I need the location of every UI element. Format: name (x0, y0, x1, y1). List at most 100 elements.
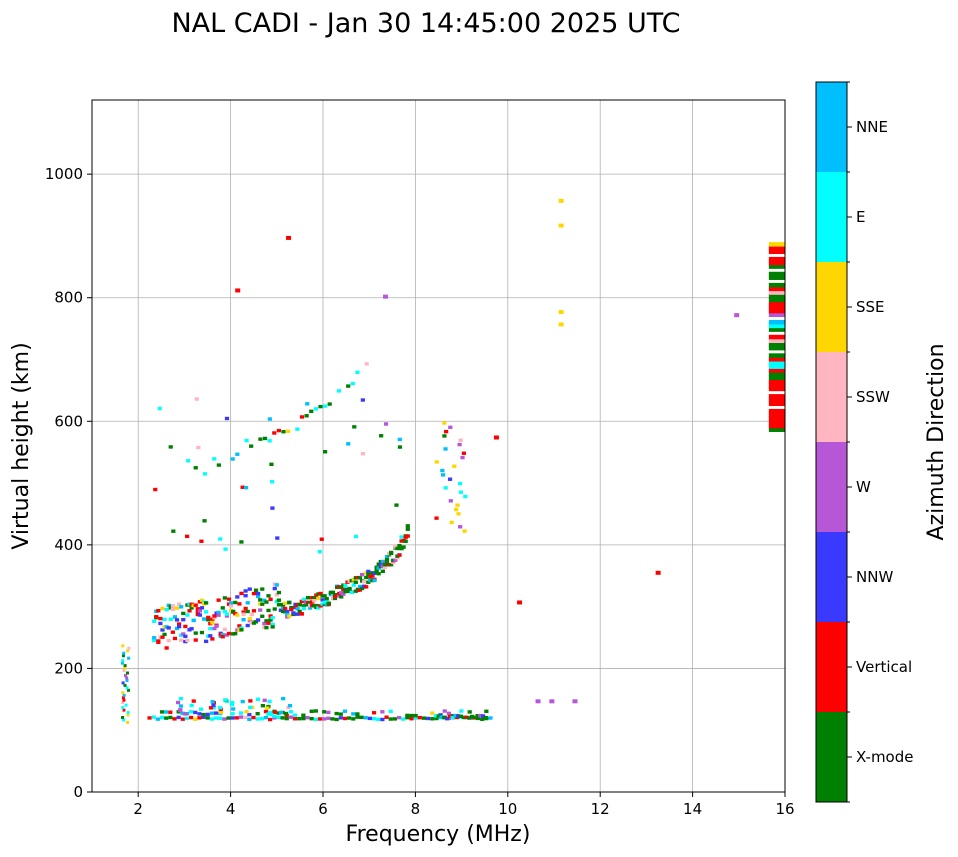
echo-point (355, 370, 360, 375)
echo-point (164, 646, 169, 650)
echo-point (245, 623, 250, 628)
echo-point (448, 425, 453, 430)
y-tick-label: 1000 (45, 165, 83, 183)
echo-point (245, 601, 250, 605)
echo-point (268, 618, 273, 622)
echo-point (301, 716, 306, 721)
echo-point (334, 711, 339, 716)
echo-point (241, 612, 246, 616)
echo-point (199, 630, 205, 635)
echo-point (202, 519, 207, 523)
echo-point (262, 436, 268, 441)
echo-point (152, 636, 157, 640)
echo-point (152, 619, 157, 623)
colorbar-tick-label: E (856, 208, 865, 226)
echo-point (281, 430, 286, 434)
echo-point (283, 711, 289, 716)
echo-point (309, 716, 314, 721)
echo-point (156, 639, 161, 643)
echo-point (357, 584, 363, 589)
echo-point (260, 587, 265, 591)
echo-point (122, 651, 126, 655)
echo-point (768, 371, 785, 377)
grid (92, 100, 785, 792)
echo-point (384, 557, 390, 562)
echo-point (316, 596, 321, 601)
echo-point (272, 714, 277, 718)
echo-point (287, 703, 293, 708)
echo-point (458, 525, 463, 529)
echo-point (447, 714, 452, 719)
echo-point (481, 714, 486, 718)
echo-point (768, 256, 785, 262)
echo-point (247, 717, 252, 722)
echo-point (253, 588, 259, 593)
colorbar-segment (816, 352, 847, 442)
echo-point (295, 612, 300, 616)
echo-point (405, 713, 410, 718)
echo-point (126, 713, 130, 717)
echo-point (330, 717, 335, 721)
echo-point (206, 618, 211, 622)
echo-point (355, 715, 360, 719)
echo-point (183, 712, 188, 716)
echo-point (444, 716, 450, 721)
echo-point (338, 716, 343, 720)
echo-point (768, 249, 785, 255)
echo-point (459, 709, 464, 713)
echo-point (249, 612, 254, 617)
echo-point (456, 512, 461, 516)
colorbar-tick-label: W (856, 478, 871, 496)
echo-point (305, 402, 310, 406)
echo-point (305, 596, 311, 600)
echo-point (347, 716, 352, 720)
echo-point (768, 427, 785, 432)
echo-point (209, 711, 215, 715)
echo-point (256, 594, 261, 599)
echo-point (442, 709, 447, 713)
echo-point (186, 459, 191, 463)
echo-point (168, 617, 173, 621)
echo-point (184, 534, 190, 539)
echo-point (193, 603, 198, 607)
y-tick-label: 400 (54, 536, 83, 554)
echo-point (382, 563, 388, 567)
echo-point (121, 701, 125, 705)
echo-point (353, 580, 358, 584)
echo-point (211, 706, 216, 710)
echo-point (393, 558, 398, 562)
echo-point (201, 617, 207, 621)
echo-point (122, 698, 126, 702)
echo-point (166, 626, 171, 630)
echo-point (127, 656, 131, 660)
echo-point (267, 417, 272, 421)
echo-point (241, 618, 246, 622)
echo-point (185, 638, 190, 643)
echo-point (413, 716, 418, 720)
echo-point (255, 697, 261, 701)
echo-point (223, 698, 228, 702)
echo-point (288, 710, 294, 714)
echo-point (768, 260, 785, 266)
echo-point (374, 570, 379, 574)
echo-point (194, 397, 199, 401)
echo-point (455, 503, 460, 507)
echo-point (413, 713, 418, 718)
echo-point (266, 608, 271, 613)
echo-point (346, 384, 351, 388)
echo-point (172, 615, 178, 619)
echo-point (213, 711, 219, 715)
echo-point (179, 638, 184, 643)
echo-point (442, 434, 447, 438)
echo-point (220, 606, 225, 610)
echo-point (193, 717, 198, 721)
echo-point (316, 606, 321, 610)
echo-point (430, 711, 435, 715)
echo-point (178, 704, 184, 708)
echo-point (339, 585, 344, 590)
echo-point (397, 445, 403, 449)
x-tick-label: 2 (133, 800, 143, 818)
echo-point (440, 468, 445, 473)
echo-point (247, 712, 252, 717)
echo-point (768, 323, 785, 329)
